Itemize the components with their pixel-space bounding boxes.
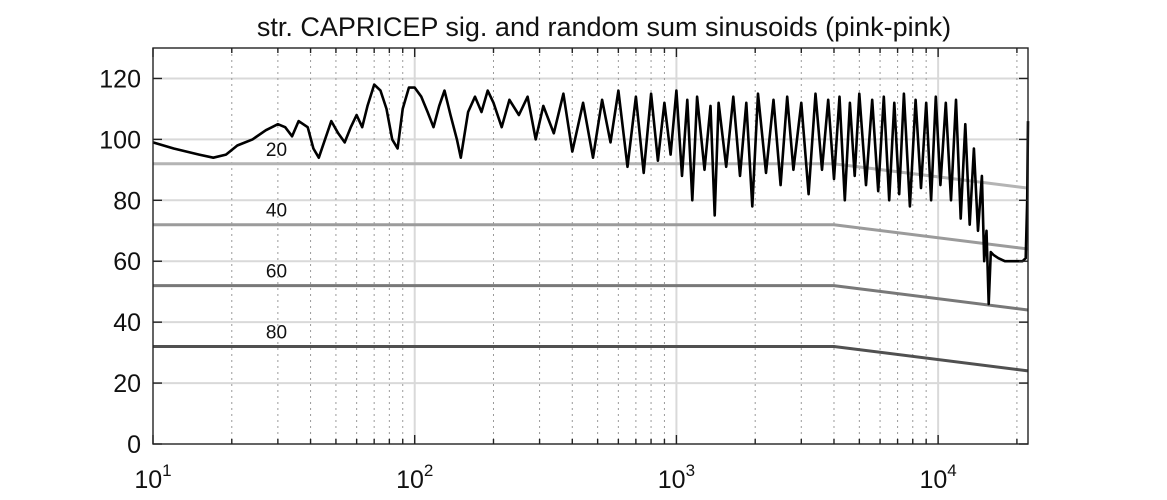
chart-title: str. CAPRICEP sig. and random sum sinuso… [257,12,951,42]
threshold-line-60 [153,284,1029,312]
grid [153,48,1028,444]
y-tick-label: 120 [99,65,141,93]
threshold-label-60: 60 [266,262,287,283]
x-tick-label: 104 [919,461,956,494]
x-tick-label: 101 [134,461,171,494]
x-tick-label: 102 [396,461,433,494]
spectrum-series [152,83,1030,306]
threshold-line-80 [153,345,1029,373]
threshold-lines: 20 40 60 80 [153,140,1029,373]
spectrum-line [152,83,1030,306]
y-tick-label: 80 [113,187,141,215]
plot-frame [152,47,1029,445]
threshold-label-80: 80 [266,323,287,344]
y-tick-label: 0 [127,431,141,459]
threshold-label-40: 40 [266,201,287,222]
y-tick-label: 100 [99,126,141,154]
y-tick-label: 60 [113,248,141,276]
threshold-label-20: 20 [266,140,287,161]
axes: 0 20 40 60 80 100 120 101 102 103 104 [99,48,1028,494]
y-tick-label: 40 [113,309,141,337]
y-tick-label: 20 [113,370,141,398]
threshold-line-40 [153,223,1029,251]
x-tick-label: 103 [658,461,695,494]
